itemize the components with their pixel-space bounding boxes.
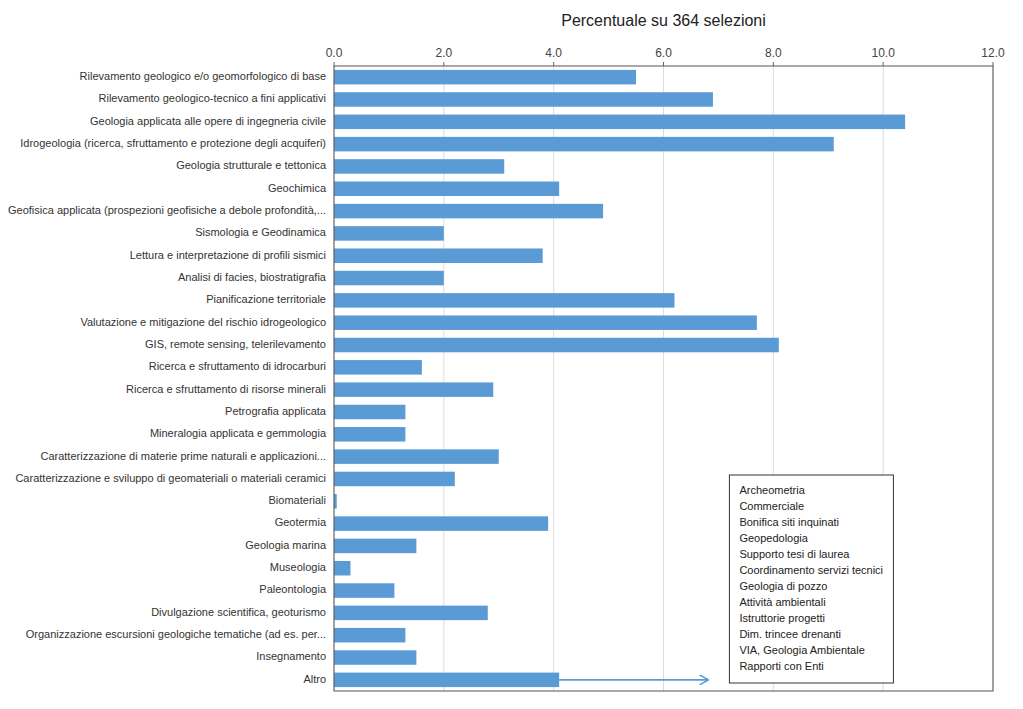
bar (334, 115, 905, 130)
bar (334, 360, 422, 375)
category-label: Valutazione e mitigazione del rischio id… (80, 316, 326, 328)
category-label: Sismologia e Geodinamica (195, 226, 327, 238)
bar (334, 606, 488, 621)
category-label: Pianificazione territoriale (206, 293, 326, 305)
bar (334, 70, 636, 85)
annotation-text: Geologia di pozzo (739, 580, 827, 592)
tick-label: 0.0 (326, 46, 343, 60)
bar (334, 405, 405, 420)
category-label: Geologia marina (245, 539, 327, 551)
category-label: Geochimica (268, 182, 327, 194)
bar (334, 449, 499, 464)
bar (334, 159, 504, 174)
category-label: Geotermia (275, 516, 327, 528)
annotation-text: VIA, Geologia Ambientale (739, 644, 864, 656)
category-label: Ricerca e sfruttamento di idrocarburi (149, 360, 326, 372)
bar (334, 561, 350, 576)
category-label: Idrogeologia (ricerca, sfruttamento e pr… (20, 137, 326, 149)
tick-mark (443, 62, 444, 66)
bar (334, 650, 416, 665)
category-label: Petrografia applicata (225, 405, 327, 417)
bar (334, 338, 779, 353)
chart-svg: Rilevamento geologico e/o geomorfologico… (0, 0, 1023, 709)
bar (334, 204, 603, 219)
category-label: GIS, remote sensing, telerilevamento (145, 338, 326, 350)
bar (334, 137, 834, 152)
bar (334, 539, 416, 554)
tick-label: 4.0 (545, 46, 562, 60)
bar (334, 226, 444, 241)
annotation-text: Rapporti con Enti (739, 660, 823, 672)
tick-label: 2.0 (435, 46, 452, 60)
category-label: Ricerca e sfruttamento di risorse minera… (126, 383, 326, 395)
category-label: Insegnamento (256, 650, 326, 662)
bar (334, 583, 394, 598)
annotation-text: Coordinamento servizi tecnici (739, 564, 883, 576)
category-label: Rilevamento geologico-tecnico a fini app… (99, 92, 326, 104)
tick-mark (773, 62, 774, 66)
bar (334, 472, 455, 487)
tick-mark (334, 62, 335, 66)
category-label: Geofisica applicata (prospezioni geofisi… (8, 204, 326, 216)
tick-mark (993, 62, 994, 66)
category-label: Lettura e interpretazione di profili sis… (130, 249, 326, 261)
category-label: Caratterizzazione di materie prime natur… (40, 450, 326, 462)
tick-label: 10.0 (871, 46, 895, 60)
bar (334, 92, 713, 107)
annotation-text: Commerciale (739, 500, 804, 512)
annotation-box: Archeometria Commerciale Bonifica siti inq… (729, 475, 893, 683)
category-label: Analisi di facies, biostratigrafia (178, 271, 327, 283)
category-label: Geologia applicata alle opere di ingegne… (90, 115, 326, 127)
category-label: Biomateriali (269, 494, 326, 506)
bars (334, 70, 905, 687)
tick-mark (883, 62, 884, 66)
annotation-text: Dim. trincee drenanti (739, 628, 841, 640)
tick-label: 12.0 (981, 46, 1005, 60)
bar (334, 182, 559, 197)
grid-line (663, 66, 664, 691)
tick-mark (553, 62, 554, 66)
bar (334, 271, 444, 286)
category-label: Museologia (270, 561, 327, 573)
category-label: Paleontologia (259, 583, 327, 595)
bar (334, 382, 493, 397)
category-label: Divulgazione scientifica, geoturismo (151, 606, 326, 618)
y-axis-labels: Rilevamento geologico e/o geomorfologico… (8, 70, 327, 685)
tick-label: 6.0 (655, 46, 672, 60)
chart-container: Rilevamento geologico e/o geomorfologico… (0, 0, 1023, 709)
annotation-text: Supporto tesi di laurea (739, 548, 850, 560)
bar (334, 293, 674, 308)
annotation-text: Istruttorie progetti (739, 612, 825, 624)
plot-frame (334, 66, 993, 691)
category-label: Geologia strutturale e tettonica (176, 159, 327, 171)
bar (334, 315, 757, 330)
chart-title: Percentuale su 364 selezioni (561, 12, 766, 29)
x-axis: 0.0 2.0 4.0 6.0 8.0 10.0 12.0 (326, 46, 1005, 66)
tick-label: 8.0 (765, 46, 782, 60)
bar (334, 628, 405, 643)
annotation-frame (729, 475, 893, 683)
bar (334, 673, 559, 688)
bar (334, 516, 548, 531)
category-label: Organizzazione escursioni geologiche tem… (26, 628, 326, 640)
grid (334, 66, 993, 691)
annotation-text: Bonifica siti inquinati (739, 516, 839, 528)
bar (334, 427, 405, 442)
annotation-text: Archeometria (739, 484, 805, 496)
annotation-arrow (559, 679, 707, 681)
annotation-text: Attività ambientali (739, 596, 825, 608)
category-label: Rilevamento geologico e/o geomorfologico… (80, 70, 326, 82)
bar (334, 248, 543, 263)
annotation-text: Geopedologia (739, 532, 808, 544)
grid-line (553, 66, 554, 691)
category-label: Altro (303, 673, 326, 685)
category-label: Caratterizzazione e sviluppo di geomater… (15, 472, 326, 484)
tick-mark (663, 62, 664, 66)
category-label: Mineralogia applicata e gemmologia (150, 427, 327, 439)
